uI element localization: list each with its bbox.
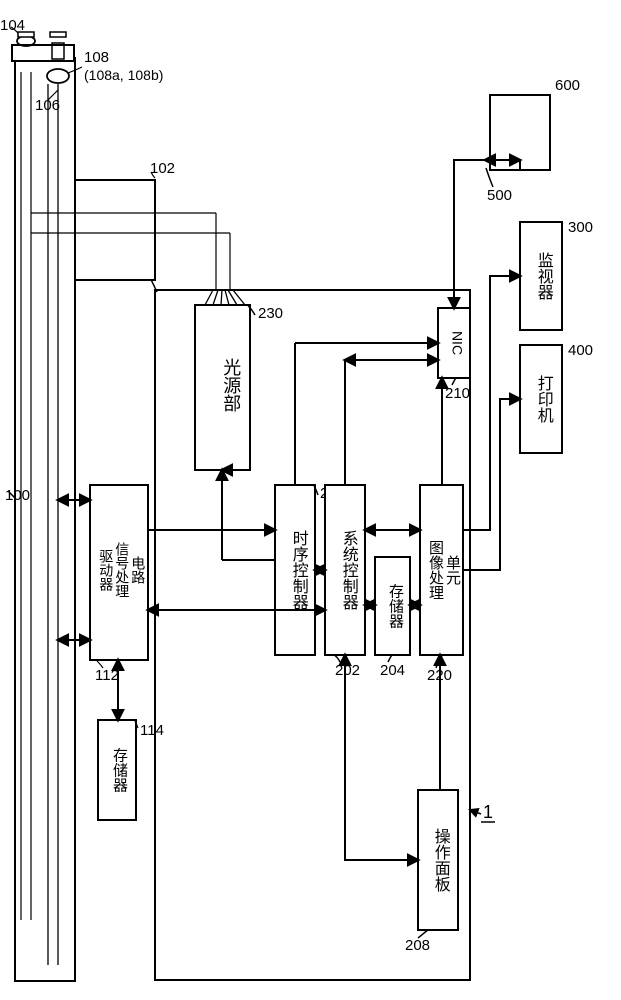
ref-1: 1 (483, 802, 493, 822)
driver-block: 驱动器 信号处理 电路 112 (90, 485, 148, 684)
image-processing-block: 图像处理 单元 220 (420, 485, 463, 684)
operation-panel-label: 操作面板 (432, 828, 451, 892)
scope-body: 100 (5, 58, 75, 981)
system-controller-label: 系统控制器 (340, 530, 359, 610)
ref-114: 114 (140, 722, 164, 739)
image-processing-label-2: 单元 (444, 555, 461, 586)
monitor-label: 监视器 (535, 252, 554, 300)
system-block-diagram: 200 光源部 230 时序控制器 206 系统控制器 202 存储器 204 … (0, 0, 621, 1000)
memory-host-label: 存储器 (387, 584, 404, 629)
ref-210: 210 (445, 385, 470, 402)
light-source-label: 光源部 (221, 358, 241, 412)
ref-108: 108 (84, 49, 109, 66)
ref-104: 104 (0, 17, 25, 34)
system-controller-block: 系统控制器 202 (325, 485, 365, 679)
driver-label-1: 驱动器 (98, 549, 114, 591)
printer-block: 打印机 400 (520, 342, 593, 453)
ref-300: 300 (568, 219, 593, 236)
ref-204: 204 (380, 662, 405, 679)
memory-scope-label: 存储器 (111, 748, 128, 793)
timing-controller-label: 时序控制器 (290, 530, 309, 610)
monitor-block: 监视器 300 (520, 219, 593, 330)
ref-500: 500 (487, 187, 512, 204)
ref-208: 208 (405, 937, 430, 954)
ref-102: 102 (150, 160, 175, 177)
ref-600: 600 (555, 77, 580, 94)
external-blank-block: 600 (490, 77, 580, 170)
image-processing-label-1: 图像处理 (427, 540, 444, 600)
ref-202: 202 (335, 662, 360, 679)
driver-label-3: 电路 (130, 556, 146, 584)
printer-label: 打印机 (535, 375, 554, 424)
ref-108ab: (108a, 108b) (84, 67, 163, 83)
ref-230: 230 (258, 305, 283, 322)
driver-label-2: 信号处理 (114, 542, 130, 598)
nic-label: NIC (449, 331, 465, 355)
ref-100: 100 (5, 487, 30, 504)
scope-tip: 104 (0, 17, 74, 61)
ref-112: 112 (95, 667, 119, 684)
system-ref: 1 (470, 802, 495, 822)
ref-400: 400 (568, 342, 593, 359)
